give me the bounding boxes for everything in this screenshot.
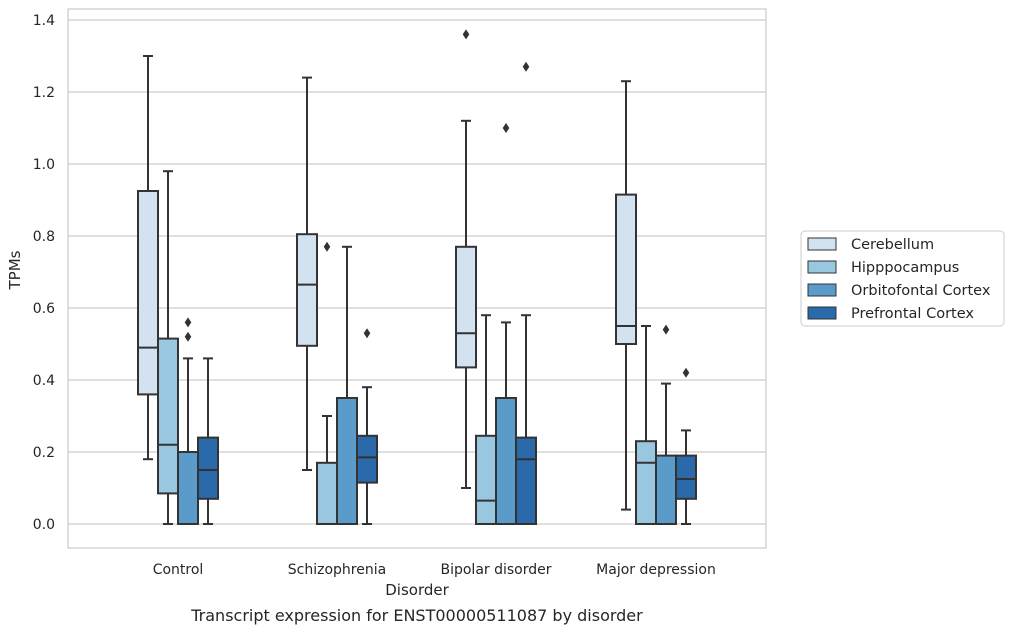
x-axis-title: Disorder	[385, 581, 449, 599]
legend-frame	[800, 230, 1005, 327]
box-group	[515, 61, 537, 526]
box	[336, 397, 358, 525]
box	[655, 454, 677, 526]
x-tick-label: Major depression	[596, 562, 716, 578]
y-axis-title: TPMs	[6, 250, 24, 290]
box	[177, 451, 199, 525]
box-group	[455, 29, 477, 489]
legend-label: Prefrontal Cortex	[851, 306, 974, 322]
y-tick-label: 1.2	[33, 85, 55, 101]
legend-swatch	[807, 306, 837, 320]
box	[197, 436, 219, 500]
outlier-point	[462, 29, 470, 40]
plot-frame	[67, 8, 767, 549]
box-group	[356, 328, 378, 525]
box	[515, 436, 537, 526]
box	[675, 454, 697, 500]
y-tick-label: 0.0	[33, 517, 55, 533]
box-group	[675, 367, 697, 525]
box	[475, 434, 497, 525]
x-tick-label: Control	[153, 562, 204, 578]
legend-label: Cerebellum	[851, 237, 934, 253]
x-tick-label: Schizophrenia	[288, 562, 386, 578]
box-group	[615, 80, 637, 511]
x-axis-ticks: Control Schizophrenia Bipolar disorder Majo…	[153, 562, 716, 578]
legend-swatch	[807, 283, 837, 297]
box	[495, 397, 517, 525]
box-group	[316, 241, 338, 525]
outlier-point	[682, 367, 690, 378]
y-tick-label: 0.2	[33, 445, 55, 461]
box	[296, 233, 318, 347]
box-group	[157, 170, 179, 525]
box	[455, 245, 477, 369]
legend: Cerebellum Hipppocampus Orbitofontal Corte…	[800, 230, 1005, 327]
legend-swatch	[807, 237, 837, 251]
box-group	[336, 245, 358, 525]
x-tick-label: Bipolar disorder	[440, 562, 551, 578]
box-plot-series	[137, 29, 697, 526]
figure-caption: Transcript expression for ENST0000051108…	[191, 606, 643, 625]
outlier-point	[502, 123, 510, 133]
legend-label: Hipppocampus	[851, 260, 959, 276]
box-plot-chart: 0.0 0.2 0.4 0.6 0.8 1.0 1.2 1.4 Control Schizoph…	[6, 8, 1005, 599]
box-group	[475, 314, 497, 525]
outlier-point	[522, 61, 530, 72]
y-tick-label: 0.8	[33, 229, 55, 245]
box	[615, 193, 637, 345]
outlier-point	[184, 331, 192, 342]
outlier-point	[662, 324, 670, 335]
box	[137, 190, 159, 396]
box	[635, 440, 657, 526]
y-tick-label: 1.0	[33, 157, 55, 173]
box	[356, 434, 378, 484]
y-tick-label: 1.4	[33, 13, 55, 29]
box-group	[197, 357, 219, 525]
box-group	[635, 325, 657, 526]
box-group	[655, 324, 677, 526]
outlier-point	[323, 241, 331, 252]
y-tick-label: 0.6	[33, 301, 55, 317]
outlier-point	[363, 328, 371, 339]
box-group	[137, 55, 159, 461]
y-axis-ticks: 0.0 0.2 0.4 0.6 0.8 1.0 1.2 1.4	[33, 13, 55, 533]
box-group	[495, 123, 517, 525]
y-tick-label: 0.4	[33, 373, 55, 389]
box-group	[177, 317, 199, 525]
legend-swatch	[807, 260, 837, 274]
box-group	[296, 76, 318, 471]
box	[316, 461, 338, 525]
outlier-point	[184, 317, 192, 328]
box	[157, 337, 179, 495]
legend-label: Orbitofontal Cortex	[851, 283, 991, 299]
